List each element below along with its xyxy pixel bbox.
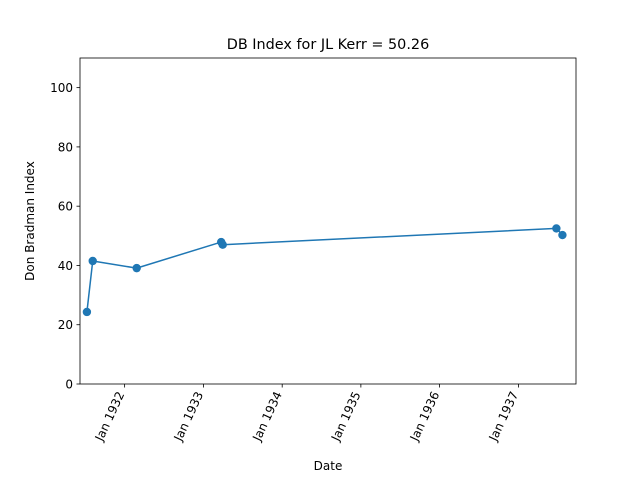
data-point — [218, 240, 227, 249]
data-point — [558, 230, 567, 240]
y-tick-label: 20 — [58, 318, 73, 332]
y-tick-label: 80 — [58, 140, 73, 154]
y-tick-label: 60 — [58, 200, 73, 214]
data-point — [552, 224, 561, 233]
x-axis-label: Date — [314, 459, 343, 473]
y-tick-label: 40 — [58, 259, 73, 273]
y-axis-label: Don Bradman Index — [23, 161, 37, 281]
data-point — [88, 256, 97, 266]
data-point — [132, 263, 141, 273]
series-layer — [82, 224, 567, 317]
plot-area — [79, 57, 577, 385]
y-tick-label: 100 — [50, 81, 73, 95]
data-point — [82, 307, 92, 317]
plot-frame — [79, 57, 577, 385]
y-tick-label: 0 — [65, 378, 73, 392]
y-axis: 0 20 40 60 80 100 — [50, 81, 80, 392]
chart-title: DB Index for JL Kerr = 50.26 — [227, 37, 429, 53]
